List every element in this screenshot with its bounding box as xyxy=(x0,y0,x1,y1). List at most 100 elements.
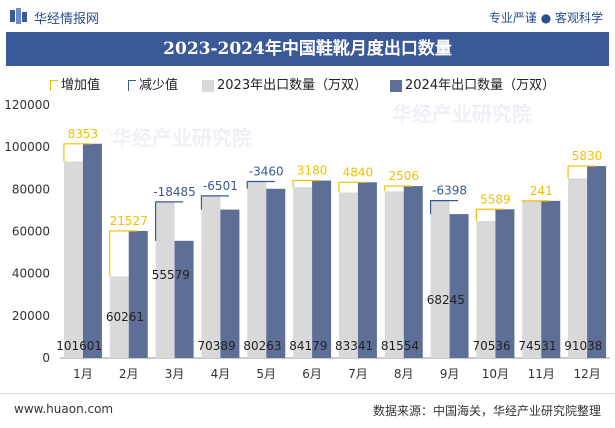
value-label-2024: 101601 xyxy=(56,339,102,353)
value-label-2024: 60261 xyxy=(106,310,144,324)
change-label: 241 xyxy=(530,184,553,198)
decrease-swatch xyxy=(128,80,136,91)
change-bracket xyxy=(200,195,229,210)
series-2024-swatch xyxy=(390,79,402,92)
bar-2024 xyxy=(403,186,423,358)
change-bracket xyxy=(521,200,550,202)
change-label: -6398 xyxy=(432,184,467,198)
x-tick-label: 9月 xyxy=(440,367,460,381)
change-label: 5830 xyxy=(572,149,603,163)
data-source: 数据来源：中国海关，华经产业研究院整理 xyxy=(372,404,601,418)
change-label: 3180 xyxy=(297,164,328,178)
bar-2024 xyxy=(220,209,240,358)
legend-2024-label: 2024年出口数量（万双） xyxy=(405,78,556,93)
legend-increase-label: 增加值 xyxy=(61,78,101,93)
increase-swatch xyxy=(50,80,58,91)
series-2023-swatch xyxy=(202,79,214,92)
change-label: -6501 xyxy=(203,179,238,193)
bar-2023 xyxy=(476,221,496,358)
value-label-2024: 91038 xyxy=(564,339,602,353)
x-tick-label: 5月 xyxy=(256,367,276,381)
y-tick-label: 60000 xyxy=(12,225,50,239)
change-label: 8353 xyxy=(68,127,99,141)
legend-2023-label: 2023年出口数量（万双） xyxy=(217,78,368,93)
bar-2024 xyxy=(266,188,286,358)
bar-2024 xyxy=(357,182,377,358)
change-bracket xyxy=(567,165,596,179)
y-tick-label: 80000 xyxy=(12,182,50,196)
chart-plot: 0 20000 40000 60000 80000 100000 120000 8353 101… xyxy=(4,98,610,381)
bar-2024 xyxy=(541,200,561,358)
change-bracket xyxy=(475,208,504,222)
value-label-2024: 68245 xyxy=(427,293,465,307)
x-tick-label: 2月 xyxy=(119,367,139,381)
change-bracket xyxy=(429,200,459,215)
bar-2024 xyxy=(82,143,102,358)
change-bracket xyxy=(246,180,275,189)
brand-name: 华经情报网 xyxy=(34,12,100,27)
change-bracket xyxy=(292,179,321,188)
y-tick-label: 20000 xyxy=(12,309,50,323)
bar-2023 xyxy=(522,201,542,358)
top-bar: 华经情报网 专业严谨 ● 客观科学 xyxy=(0,0,615,32)
bar-2023 xyxy=(201,195,221,358)
y-tick-label: 0 xyxy=(42,351,50,365)
x-tick-label: 12月 xyxy=(573,367,600,381)
x-tick-label: 7月 xyxy=(348,367,368,381)
bar-2023 xyxy=(63,161,83,358)
x-tick-label: 3月 xyxy=(165,367,185,381)
bar-2023 xyxy=(293,187,313,358)
value-label-2024: 80263 xyxy=(243,339,281,353)
change-label: -18485 xyxy=(153,185,196,199)
legend-increase: 增加值 xyxy=(50,74,100,93)
legend-decrease: 减少值 xyxy=(128,74,178,93)
x-tick-label: 4月 xyxy=(211,367,231,381)
value-label-2024: 81554 xyxy=(381,339,419,353)
change-bracket xyxy=(109,230,138,277)
bar-2024 xyxy=(587,166,607,358)
x-tick-label: 8月 xyxy=(394,367,414,381)
legend-2024: 2024年出口数量（万双） xyxy=(390,74,555,93)
x-tick-label: 1月 xyxy=(73,367,93,381)
change-bracket xyxy=(154,201,184,241)
x-tick-label: 11月 xyxy=(528,367,555,381)
title-bar: 2023-2024年中国鞋靴月度出口数量 xyxy=(6,32,609,66)
change-label: 4840 xyxy=(343,165,374,179)
bar-2023 xyxy=(338,192,358,358)
bar-2023 xyxy=(384,191,404,358)
change-label: 2506 xyxy=(388,169,419,183)
bar-2024 xyxy=(128,230,148,358)
site-url: www.huaon.com xyxy=(14,402,114,416)
bar-2023 xyxy=(155,201,175,358)
x-tick-label: 10月 xyxy=(482,367,509,381)
footer: www.huaon.com 数据来源：中国海关，华经产业研究院整理 xyxy=(0,393,615,428)
change-bracket xyxy=(63,143,92,162)
bar-2023 xyxy=(568,178,588,358)
change-label: -3460 xyxy=(249,164,284,178)
value-label-2024: 70536 xyxy=(473,339,511,353)
value-label-2024: 70389 xyxy=(198,339,236,353)
y-tick-label: 100000 xyxy=(4,140,50,154)
bar-2023 xyxy=(430,200,450,358)
x-tick-label: 6月 xyxy=(302,367,322,381)
chart-title: 2023-2024年中国鞋靴月度出口数量 xyxy=(163,39,452,59)
change-label: 21527 xyxy=(110,214,148,228)
value-label-2024: 55579 xyxy=(152,268,190,282)
value-label-2024: 83341 xyxy=(335,339,373,353)
change-bracket xyxy=(338,181,367,193)
change-label: 5589 xyxy=(480,192,511,206)
legend-decrease-label: 减少值 xyxy=(139,78,179,93)
change-bracket xyxy=(384,185,413,192)
value-label-2024: 74531 xyxy=(518,339,556,353)
value-label-2024: 84179 xyxy=(289,339,327,353)
y-tick-label: 120000 xyxy=(4,98,50,112)
bar-2023 xyxy=(109,276,129,358)
bar-2024 xyxy=(449,214,469,358)
tagline: 专业严谨 ● 客观科学 xyxy=(488,11,603,25)
bar-2024 xyxy=(174,240,194,358)
legend-2023: 2023年出口数量（万双） xyxy=(202,74,367,93)
huajing-logo-icon xyxy=(10,8,27,24)
y-tick-label: 40000 xyxy=(12,267,50,281)
bar-2024 xyxy=(495,209,515,358)
bar-2024 xyxy=(312,180,332,358)
